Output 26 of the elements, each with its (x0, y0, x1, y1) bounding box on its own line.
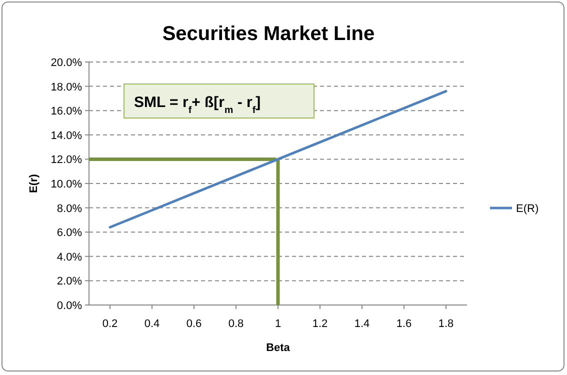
x-tick-label: 1.8 (438, 318, 454, 330)
x-tick-label: 0.2 (102, 318, 118, 330)
y-tick-label: 0.0% (56, 300, 82, 312)
x-tick-label: 1.6 (396, 318, 412, 330)
y-tick-label: 16.0% (50, 106, 82, 118)
y-tick-label: 18.0% (50, 81, 82, 94)
y-tick-label: 2.0% (56, 276, 82, 288)
x-tick-label: 1.4 (354, 318, 370, 330)
y-tick-label: 6.0% (56, 227, 82, 240)
x-axis-title: Beta (266, 342, 291, 354)
y-tick-label: 20.0% (50, 57, 82, 69)
x-tick-label: 0.6 (186, 318, 202, 330)
line-series (108, 90, 448, 228)
legend-label: E(R) (516, 203, 539, 215)
x-tick-label: 0.8 (228, 318, 244, 330)
y-tick-label: 14.0% (50, 130, 82, 142)
x-tick-label: 0.4 (144, 318, 160, 330)
y-tick-label: 8.0% (56, 202, 82, 215)
annotation: SML = r$_{f}$+ ß[r$_{m}$ - r$_{f}$] (134, 94, 261, 116)
y-axis-title: E(r) (28, 174, 40, 193)
y-tick-label: 12.0% (50, 154, 82, 166)
y-tick-label: 10.0% (50, 178, 82, 190)
x-tick-label: 1.2 (312, 318, 328, 330)
x-tick-label: 1 (274, 318, 282, 330)
y-tick-label: 4.0% (56, 251, 82, 264)
chart-title: Securities Market Line (162, 23, 375, 45)
